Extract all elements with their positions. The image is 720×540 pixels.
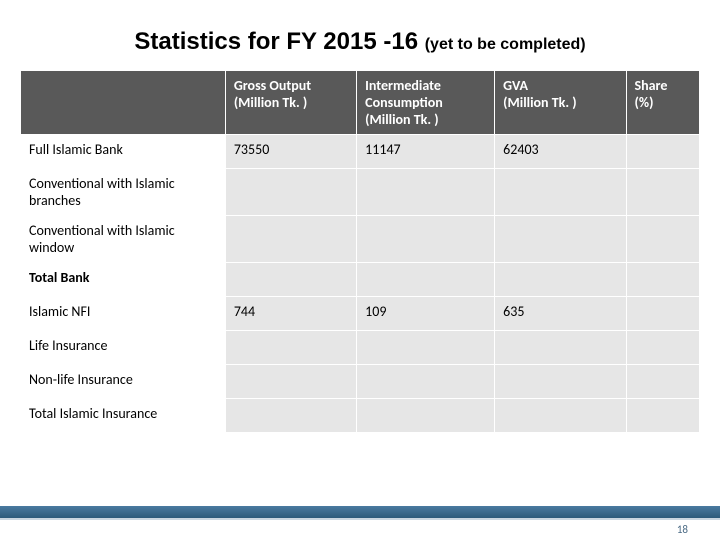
- cell-gva: [495, 169, 626, 216]
- cell-gva: [495, 399, 626, 433]
- cell-gross: [225, 169, 356, 216]
- cell-inter: [357, 399, 495, 433]
- row-label: Total Bank: [21, 263, 226, 297]
- table-row: Total Bank: [21, 263, 700, 297]
- cell-gva: 635: [495, 297, 626, 331]
- slide-title: Statistics for FY 2015 -16 (yet to be co…: [0, 0, 720, 70]
- header-share: Share (%): [626, 71, 699, 135]
- footer-underline: [0, 518, 720, 520]
- cell-share: [626, 216, 699, 263]
- table-row: Conventional with Islamic branches: [21, 169, 700, 216]
- cell-gva: 62403: [495, 135, 626, 169]
- cell-share: [626, 135, 699, 169]
- cell-gross: 73550: [225, 135, 356, 169]
- cell-inter: [357, 169, 495, 216]
- title-sub: (yet to be completed): [425, 36, 586, 53]
- table-row: Non-life Insurance: [21, 365, 700, 399]
- cell-share: [626, 399, 699, 433]
- row-label: Full Islamic Bank: [21, 135, 226, 169]
- table-row: Total Islamic Insurance: [21, 399, 700, 433]
- cell-inter: [357, 216, 495, 263]
- cell-gva: [495, 331, 626, 365]
- header-intermediate: Intermediate Consumption (Million Tk. ): [357, 71, 495, 135]
- header-gva: GVA (Million Tk. ): [495, 71, 626, 135]
- cell-inter: 109: [357, 297, 495, 331]
- cell-share: [626, 365, 699, 399]
- page-number: 18: [677, 523, 688, 536]
- row-label: Total Islamic Insurance: [21, 399, 226, 433]
- title-main: Statistics for FY 2015 -16: [134, 28, 424, 55]
- cell-gva: [495, 216, 626, 263]
- cell-inter: [357, 365, 495, 399]
- cell-gva: [495, 263, 626, 297]
- cell-share: [626, 263, 699, 297]
- row-label: Conventional with Islamic branches: [21, 169, 226, 216]
- stats-table: Gross Output (Million Tk. ) Intermediate…: [20, 70, 700, 433]
- cell-share: [626, 169, 699, 216]
- row-label: Life Insurance: [21, 331, 226, 365]
- cell-inter: [357, 263, 495, 297]
- cell-gross: [225, 365, 356, 399]
- cell-inter: [357, 331, 495, 365]
- row-label: Conventional with Islamic window: [21, 216, 226, 263]
- table-body: Full Islamic Bank735501114762403Conventi…: [21, 135, 700, 433]
- cell-gross: [225, 216, 356, 263]
- table-row: Full Islamic Bank735501114762403: [21, 135, 700, 169]
- cell-share: [626, 297, 699, 331]
- row-label: Islamic NFI: [21, 297, 226, 331]
- cell-gross: 744: [225, 297, 356, 331]
- cell-gva: [495, 365, 626, 399]
- table-row: Conventional with Islamic window: [21, 216, 700, 263]
- row-label: Non-life Insurance: [21, 365, 226, 399]
- table-header-row: Gross Output (Million Tk. ) Intermediate…: [21, 71, 700, 135]
- cell-gross: [225, 331, 356, 365]
- cell-gross: [225, 399, 356, 433]
- table-row: Life Insurance: [21, 331, 700, 365]
- footer-bar: [0, 506, 720, 518]
- cell-gross: [225, 263, 356, 297]
- header-blank: [21, 71, 226, 135]
- table-row: Islamic NFI744109635: [21, 297, 700, 331]
- cell-inter: 11147: [357, 135, 495, 169]
- cell-share: [626, 331, 699, 365]
- header-gross: Gross Output (Million Tk. ): [225, 71, 356, 135]
